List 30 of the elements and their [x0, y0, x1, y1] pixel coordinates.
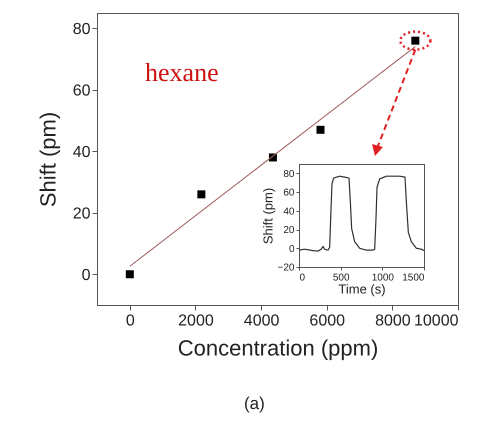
y-tick-label: 40: [283, 206, 295, 218]
y-tick-label: 60: [283, 188, 295, 199]
x-tick-label: 2000: [178, 312, 214, 330]
x-tick-label: 1000: [372, 272, 394, 284]
y-axis-title: Shift (pm): [260, 188, 276, 244]
y-tick-label: −20: [278, 262, 295, 274]
x-axis-title: Time (s): [338, 282, 386, 296]
y-tick-label: 60: [72, 82, 91, 100]
x-tick-label: 0: [300, 272, 306, 284]
point: [126, 270, 134, 278]
x-tick-label: 0: [126, 312, 135, 330]
x-tick-label: 6000: [309, 312, 346, 330]
y-tick-label: 80: [283, 168, 295, 180]
x-tick-label: 10000: [414, 312, 459, 330]
x-axis-title: Concentration (ppm): [178, 336, 378, 360]
x-tick-label: 4000: [244, 312, 280, 330]
y-tick-label: 20: [72, 205, 91, 222]
point: [197, 190, 206, 198]
y-tick-label: 80: [72, 20, 91, 38]
y-tick-label: 0: [288, 244, 295, 255]
x-tick-label: 8000: [375, 312, 411, 330]
x-tick-label: 1500: [402, 272, 425, 284]
annotation: hexane: [145, 58, 219, 88]
y-tick-label: 40: [72, 144, 91, 161]
x-tick-label: 500: [332, 272, 350, 284]
y-axis-title: Shift (pm): [36, 112, 61, 208]
text: (a): [244, 394, 265, 414]
y-tick-label: 20: [283, 225, 295, 236]
line-series: [299, 176, 424, 252]
point: [316, 126, 324, 134]
